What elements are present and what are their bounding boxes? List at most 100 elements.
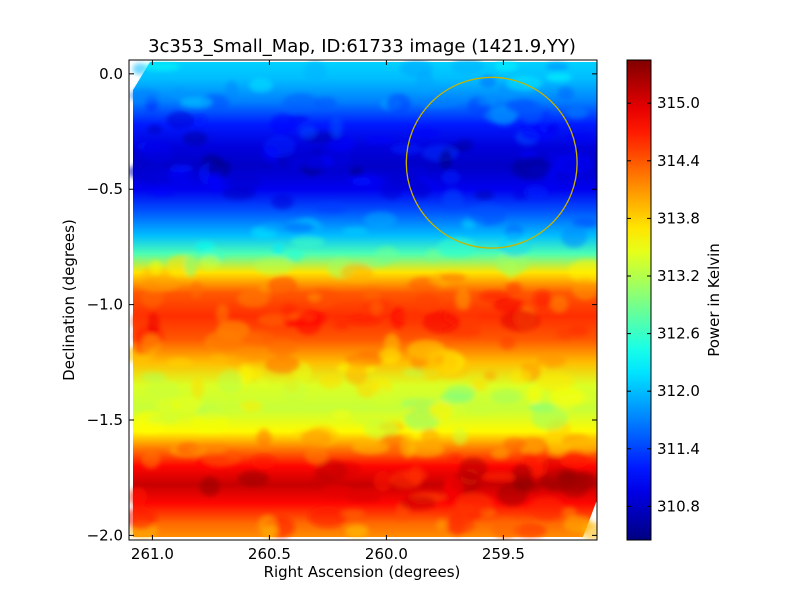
colorbar — [627, 60, 651, 540]
heatmap-blob — [257, 313, 291, 326]
heatmap-blob — [407, 339, 446, 360]
heatmap-blob — [191, 376, 204, 399]
heatmap-blob — [519, 122, 556, 142]
heatmap-blob — [482, 472, 518, 482]
colorbar-tick-label: 314.4 — [657, 152, 700, 170]
heatmap-blob — [545, 62, 569, 71]
heatmap-blob — [564, 132, 595, 143]
heatmap-blob — [282, 380, 307, 405]
colorbar-tick-label: 313.8 — [657, 209, 700, 227]
heatmap-blob — [243, 330, 274, 347]
colorbar-tick-label: 313.2 — [657, 267, 700, 285]
heatmap-blob — [217, 369, 243, 394]
heatmap-blob — [351, 177, 372, 186]
heatmap-blob — [372, 388, 393, 407]
heatmap-blob — [282, 93, 320, 113]
heatmap-blob — [555, 153, 594, 175]
heatmap-blob — [557, 472, 593, 483]
heatmap-blob — [505, 281, 522, 295]
heatmap-blob — [495, 251, 529, 275]
heatmap-blob — [549, 387, 585, 407]
heatmap-blob — [331, 409, 351, 419]
heatmap-blob — [380, 182, 403, 200]
heatmap-blob — [490, 388, 522, 404]
heatmap-blob — [535, 354, 567, 368]
colorbar-tick-label: 315.0 — [657, 94, 700, 112]
heatmap-blob — [129, 89, 161, 102]
heatmap-blob — [342, 227, 369, 236]
heatmap-blob — [409, 464, 423, 487]
colorbar-label: Power in Kelvin — [705, 243, 723, 357]
heatmap-blob — [407, 441, 445, 458]
heatmap-blob — [286, 249, 304, 262]
heatmap-blob — [171, 396, 203, 414]
heatmap-blob — [239, 400, 263, 413]
heatmap-blob — [295, 311, 322, 335]
heatmap-blob — [224, 80, 239, 104]
heatmap-blob — [439, 392, 474, 404]
colorbar-tick-label: 312.0 — [657, 382, 700, 400]
heatmap-blob — [456, 138, 474, 150]
heatmap-blob — [140, 276, 180, 292]
heatmap-blob — [411, 128, 441, 139]
heatmap-blob — [265, 355, 301, 374]
heatmap-blob — [559, 450, 590, 469]
heatmap-blob — [503, 437, 526, 451]
colorbar-frame — [626, 59, 652, 541]
heatmap-blob — [188, 444, 226, 455]
heatmap-blob — [458, 457, 488, 480]
heatmap-blob — [493, 298, 525, 313]
heatmap-blob — [147, 124, 163, 135]
heatmap-blob — [422, 311, 461, 334]
heatmap-blob — [200, 255, 220, 271]
heatmap — [129, 60, 597, 540]
heatmap-blob — [143, 62, 180, 72]
y-axis: 0.0 −0.5 −1.0 −1.5 −2.0 — [87, 65, 597, 544]
heatmap-blob — [490, 448, 510, 460]
heatmap-blob — [129, 487, 147, 507]
heatmap-blob — [542, 456, 564, 476]
heatmap-blob — [330, 115, 343, 139]
heatmap-blob — [420, 428, 439, 446]
heatmap-blob — [452, 427, 468, 445]
heatmap-blob — [364, 135, 395, 144]
heatmap-blob — [415, 292, 439, 311]
heatmap-blob — [442, 188, 464, 211]
colorbar-tick-label: 311.4 — [657, 440, 700, 458]
heatmap-blob — [511, 157, 551, 180]
heatmap-blob — [303, 61, 327, 83]
heatmap-blob — [147, 414, 179, 424]
heatmap-blob — [272, 242, 285, 255]
heatmap-blob — [373, 470, 393, 492]
heatmap-blob — [237, 289, 270, 308]
heatmap-blob — [565, 437, 597, 453]
heatmap-blob — [257, 377, 270, 388]
heatmap-blob — [307, 292, 321, 302]
heatmap-blob — [144, 379, 180, 399]
heatmap-blob — [245, 367, 263, 380]
heatmap-blob — [147, 186, 175, 197]
heatmap-blob — [435, 519, 448, 531]
heatmap-blob — [441, 170, 461, 185]
heatmap-blob — [257, 514, 277, 537]
heatmap-blob — [141, 372, 167, 382]
heatmap-blob — [132, 63, 148, 75]
heatmap-blob — [237, 470, 269, 487]
heatmap-blob — [420, 99, 459, 109]
heatmap-blob — [513, 523, 547, 538]
heatmap-blob — [225, 356, 250, 366]
heatmap-blob — [229, 171, 260, 192]
heatmap-blob — [500, 309, 540, 332]
heatmap-blob — [170, 164, 193, 173]
heatmap-blob — [190, 413, 229, 434]
heatmap-blob — [511, 464, 534, 483]
heatmap-blob — [300, 429, 332, 447]
heatmap-blob — [470, 378, 488, 391]
y-tick-label: 0.0 — [99, 65, 123, 83]
heatmap-blob — [308, 505, 348, 528]
x-axis-label: Right Ascension (degrees) — [264, 563, 461, 581]
heatmap-blob — [462, 220, 475, 230]
heatmap-blob — [465, 396, 495, 416]
heatmap-blob — [411, 180, 431, 199]
